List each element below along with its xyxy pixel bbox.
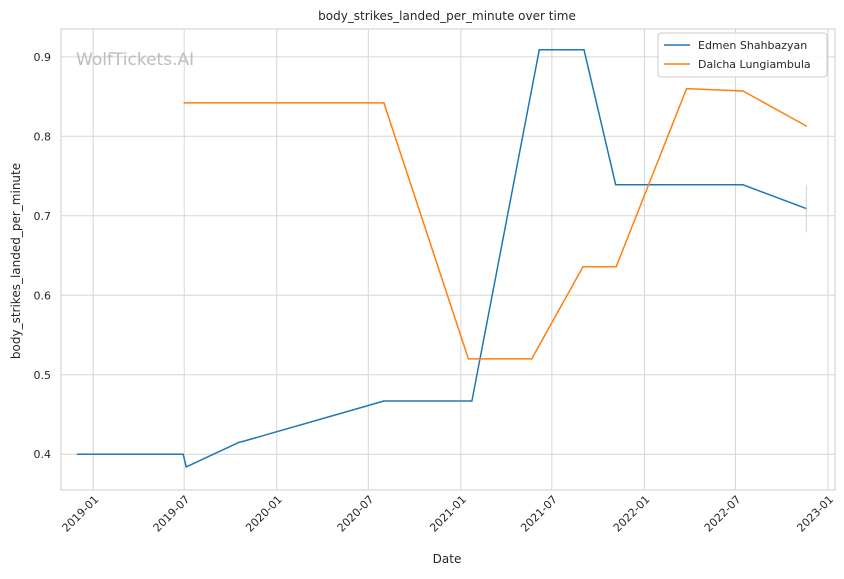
x-tick-label: 2019-07 xyxy=(151,493,193,535)
data-point xyxy=(582,265,584,268)
data-point xyxy=(183,102,185,104)
legend-label-1: Dalcha Lungiambula xyxy=(698,58,811,71)
watermark: WolfTickets.AI xyxy=(76,50,194,70)
data-point xyxy=(383,102,385,104)
data-point xyxy=(615,265,617,268)
data-point xyxy=(241,440,244,443)
grid-layer xyxy=(61,29,835,490)
data-point xyxy=(583,48,585,51)
y-tick-label: 0.6 xyxy=(34,289,52,302)
x-tick-label: 2020-07 xyxy=(335,493,377,535)
legend: Edmen Shahbazyan Dalcha Lungiambula xyxy=(657,32,828,78)
legend-label-0: Edmen Shahbazyan xyxy=(698,39,807,52)
series-layer xyxy=(76,48,808,468)
y-axis-label: body_strikes_landed_per_minute xyxy=(9,163,23,359)
x-tick-label: 2022-07 xyxy=(702,493,744,535)
plot-frame xyxy=(60,28,836,491)
chart-title: body_strikes_landed_per_minute over time xyxy=(318,9,576,23)
data-point xyxy=(185,466,187,468)
x-tick-label: 2020-01 xyxy=(243,493,285,535)
y-tick-label: 0.7 xyxy=(34,210,52,223)
data-point xyxy=(467,358,470,360)
data-point xyxy=(538,48,541,51)
data-point xyxy=(182,453,184,456)
y-tick-label: 0.5 xyxy=(34,369,52,382)
data-point xyxy=(742,90,744,92)
x-tick-label: 2019-01 xyxy=(60,493,102,535)
series-line-1 xyxy=(184,87,807,360)
data-point xyxy=(471,400,473,402)
y-tick-label: 0.9 xyxy=(34,51,52,64)
x-tick-label: 2022-01 xyxy=(611,493,653,535)
axes-layer: 0.4 0.5 0.6 0.7 0.8 0.9 2019-01 2019-07 2020-01 2… xyxy=(34,28,836,535)
data-point xyxy=(614,184,617,186)
series-line-0 xyxy=(77,48,807,468)
data-point xyxy=(742,184,744,186)
data-point xyxy=(238,441,240,444)
x-tick-label: 2023-01 xyxy=(794,493,836,535)
data-point xyxy=(805,125,808,127)
y-tick-label: 0.8 xyxy=(34,130,52,143)
x-tick-label: 2021-01 xyxy=(427,493,469,535)
x-tick-label: 2021-07 xyxy=(518,493,560,535)
y-tick-label: 0.4 xyxy=(34,448,52,461)
data-point xyxy=(76,453,79,456)
data-point xyxy=(685,87,688,90)
legend-box xyxy=(657,32,828,78)
x-axis-label: Date xyxy=(433,552,462,566)
data-point xyxy=(530,358,533,360)
data-point xyxy=(383,400,385,402)
